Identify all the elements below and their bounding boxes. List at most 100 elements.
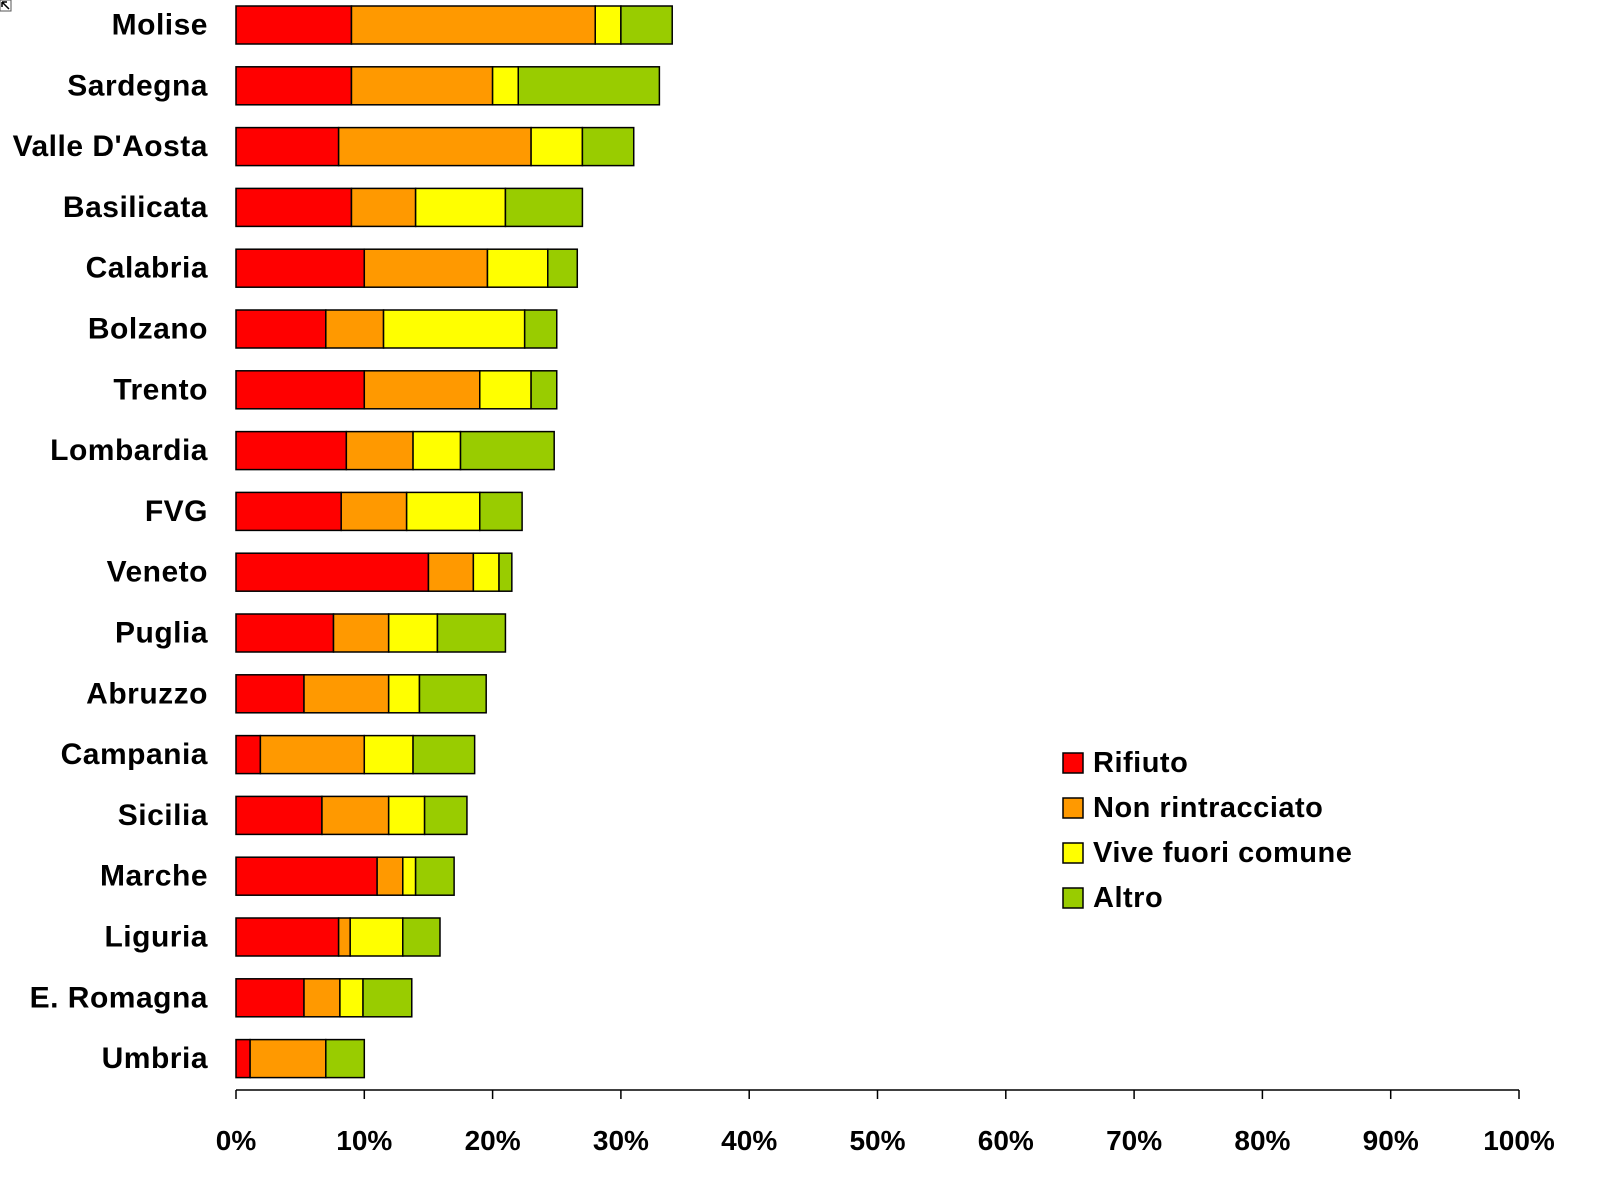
bar-lombardia-altro (459, 430, 555, 471)
bar-molise-non-rintracciato (350, 5, 596, 45)
x-tick-label: 30% (593, 1125, 649, 1156)
legend-swatch-non-rintracciato (1062, 797, 1084, 819)
x-tick-label: 70% (1106, 1125, 1162, 1156)
category-label-umbria: Umbria (102, 1042, 208, 1075)
bar-sicilia-rifiuto (235, 795, 323, 836)
legend-swatch-altro (1062, 887, 1084, 909)
bar-calabria-altro (547, 248, 579, 288)
x-tick-label: 20% (465, 1125, 521, 1156)
bar-fvg-rifiuto (235, 491, 342, 532)
bar-liguria-vive-fuori-comune (349, 917, 404, 957)
bar-molise-rifiuto (235, 5, 353, 45)
bar-abruzzo-non-rintracciato (303, 674, 390, 714)
bar-abruzzo-vive-fuori-comune (387, 674, 421, 714)
bar-umbria-rifiuto (235, 1038, 251, 1079)
bar-valle-d-aosta-rifiuto (235, 126, 340, 167)
bar-trento-non-rintracciato (363, 370, 481, 410)
bar-umbria-altro (325, 1038, 366, 1079)
legend-label-altro: Altro (1093, 882, 1163, 914)
bar-sardegna-altro (517, 66, 661, 106)
bar-puglia-vive-fuori-comune (387, 613, 439, 653)
bar-abruzzo-rifiuto (235, 674, 305, 714)
bar-campania-altro (412, 734, 476, 775)
category-label-liguria: Liguria (104, 921, 208, 954)
bar-bolzano-non-rintracciato (325, 309, 385, 349)
x-tick-label: 90% (1363, 1125, 1419, 1156)
category-label-sardegna: Sardegna (67, 69, 208, 102)
category-label-lombardia: Lombardia (50, 434, 208, 467)
bar-sardegna-non-rintracciato (350, 66, 494, 106)
bar-basilicata-rifiuto (235, 187, 353, 228)
bar-valle-d-aosta-altro (581, 126, 635, 167)
bar-trento-rifiuto (235, 370, 366, 410)
bar-campania-rifiuto (235, 734, 262, 775)
category-label-molise: Molise (112, 9, 208, 42)
bar-veneto-vive-fuori-comune (472, 552, 500, 592)
x-tick-label: 10% (336, 1125, 392, 1156)
bar-umbria-non-rintracciato (249, 1038, 327, 1079)
bar-marche-vive-fuori-comune (402, 856, 417, 896)
bar-fvg-altro (479, 491, 523, 532)
bar-calabria-vive-fuori-comune (486, 248, 549, 288)
bar-abruzzo-altro (418, 674, 487, 714)
category-label-calabria: Calabria (86, 252, 208, 285)
category-label-bolzano: Bolzano (88, 313, 208, 346)
bar-liguria-rifiuto (235, 917, 340, 957)
bar-fvg-vive-fuori-comune (405, 491, 481, 532)
bar-calabria-non-rintracciato (363, 248, 489, 288)
x-tick-label: 40% (721, 1125, 777, 1156)
category-label-basilicata: Basilicata (63, 191, 208, 224)
bar-e-romagna-rifiuto (235, 978, 305, 1018)
bar-valle-d-aosta-vive-fuori-comune (530, 126, 584, 167)
category-label-campania: Campania (61, 738, 208, 771)
bar-calabria-rifiuto (235, 248, 366, 288)
bar-valle-d-aosta-non-rintracciato (337, 126, 532, 167)
bar-sicilia-non-rintracciato (321, 795, 390, 836)
bar-campania-non-rintracciato (259, 734, 366, 775)
bar-liguria-non-rintracciato (337, 917, 351, 957)
category-label-marche: Marche (100, 860, 208, 893)
bar-marche-altro (414, 856, 455, 896)
x-axis: 0% 10% 20% 30% 40% 50% 60% 70% 80% 90% 100% (216, 1089, 1555, 1156)
bar-liguria-altro (402, 917, 441, 957)
bar-lombardia-non-rintracciato (345, 430, 414, 471)
bar-puglia-rifiuto (235, 613, 335, 653)
x-tick-label: 0% (216, 1125, 257, 1156)
bar-bolzano-altro (523, 309, 558, 349)
bar-trento-altro (530, 370, 558, 410)
bar-basilicata-vive-fuori-comune (414, 187, 507, 228)
bar-basilicata-non-rintracciato (350, 187, 417, 228)
bar-sicilia-altro (423, 795, 468, 836)
bar-marche-non-rintracciato (376, 856, 404, 896)
bar-molise-altro (620, 5, 673, 45)
bar-sicilia-vive-fuori-comune (387, 795, 426, 836)
bar-veneto-non-rintracciato (427, 552, 475, 592)
category-label-e-romagna: E. Romagna (30, 981, 208, 1014)
bar-sardegna-rifiuto (235, 66, 353, 106)
x-tick-label: 60% (978, 1125, 1034, 1156)
bar-marche-rifiuto (235, 856, 378, 896)
category-label-valle-d-aosta: Valle D'Aosta (13, 130, 208, 163)
legend-swatch-rifiuto (1062, 752, 1084, 774)
bar-e-romagna-vive-fuori-comune (339, 978, 364, 1018)
bar-e-romagna-altro (362, 978, 413, 1018)
bar-fvg-non-rintracciato (340, 491, 408, 532)
bar-e-romagna-non-rintracciato (303, 978, 341, 1018)
bar-campania-vive-fuori-comune (363, 734, 414, 775)
category-label-fvg: FVG (145, 495, 208, 528)
legend: Rifiuto Non rintracciato Vive fuori comune… (1062, 747, 1352, 914)
bar-lombardia-rifiuto (235, 430, 348, 471)
category-label-trento: Trento (113, 373, 208, 406)
category-label-abruzzo: Abruzzo (86, 677, 208, 710)
bar-bolzano-vive-fuori-comune (382, 309, 526, 349)
legend-label-rifiuto: Rifiuto (1093, 747, 1188, 779)
bar-trento-vive-fuori-comune (479, 370, 532, 410)
bar-sardegna-vive-fuori-comune (491, 66, 520, 106)
bar-basilicata-altro (504, 187, 584, 228)
x-tick-label: 100% (1483, 1125, 1555, 1156)
x-tick-label: 80% (1234, 1125, 1290, 1156)
legend-swatch-vive-fuori-comune (1062, 842, 1084, 864)
bar-puglia-altro (436, 613, 507, 653)
legend-label-non-rintracciato: Non rintracciato (1093, 792, 1323, 824)
